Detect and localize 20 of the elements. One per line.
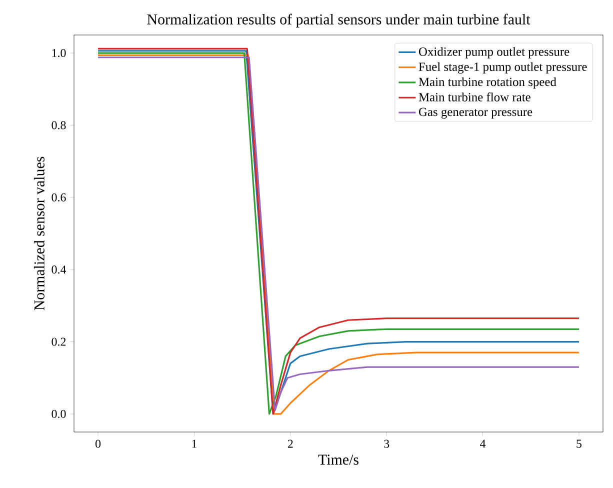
y-axis-title: Normalized sensor values: [34, 156, 44, 310]
x-axis-title: Time/s: [318, 454, 358, 465]
x-tick-label: 5: [576, 440, 582, 448]
legend-label: Gas generator pressure: [418, 108, 532, 119]
y-tick-label: 0.2: [52, 338, 66, 346]
legend-label: Main turbine flow rate: [418, 92, 530, 102]
x-tick-label: 4: [480, 440, 486, 448]
y-tick-label: 1.0: [52, 48, 66, 58]
chart-title: Normalization results of partial sensors under main turbine fault: [147, 14, 530, 28]
x-tick-label: 3: [384, 440, 390, 448]
x-tick-label: 0: [96, 440, 101, 448]
x-tick-label: 2: [288, 440, 293, 448]
legend-label: Main turbine rotation speed: [418, 77, 556, 89]
legend-label: Fuel stage-1 pump outlet pressure: [418, 62, 587, 74]
x-tick-label: 1: [192, 440, 197, 448]
y-tick-label: 0.4: [52, 266, 66, 274]
y-tick-label: 0.6: [52, 193, 66, 202]
y-tick-label: 0.0: [52, 410, 66, 418]
y-tick-label: 0.8: [52, 121, 66, 130]
legend-label: Oxidizer pump outlet pressure: [418, 47, 570, 58]
